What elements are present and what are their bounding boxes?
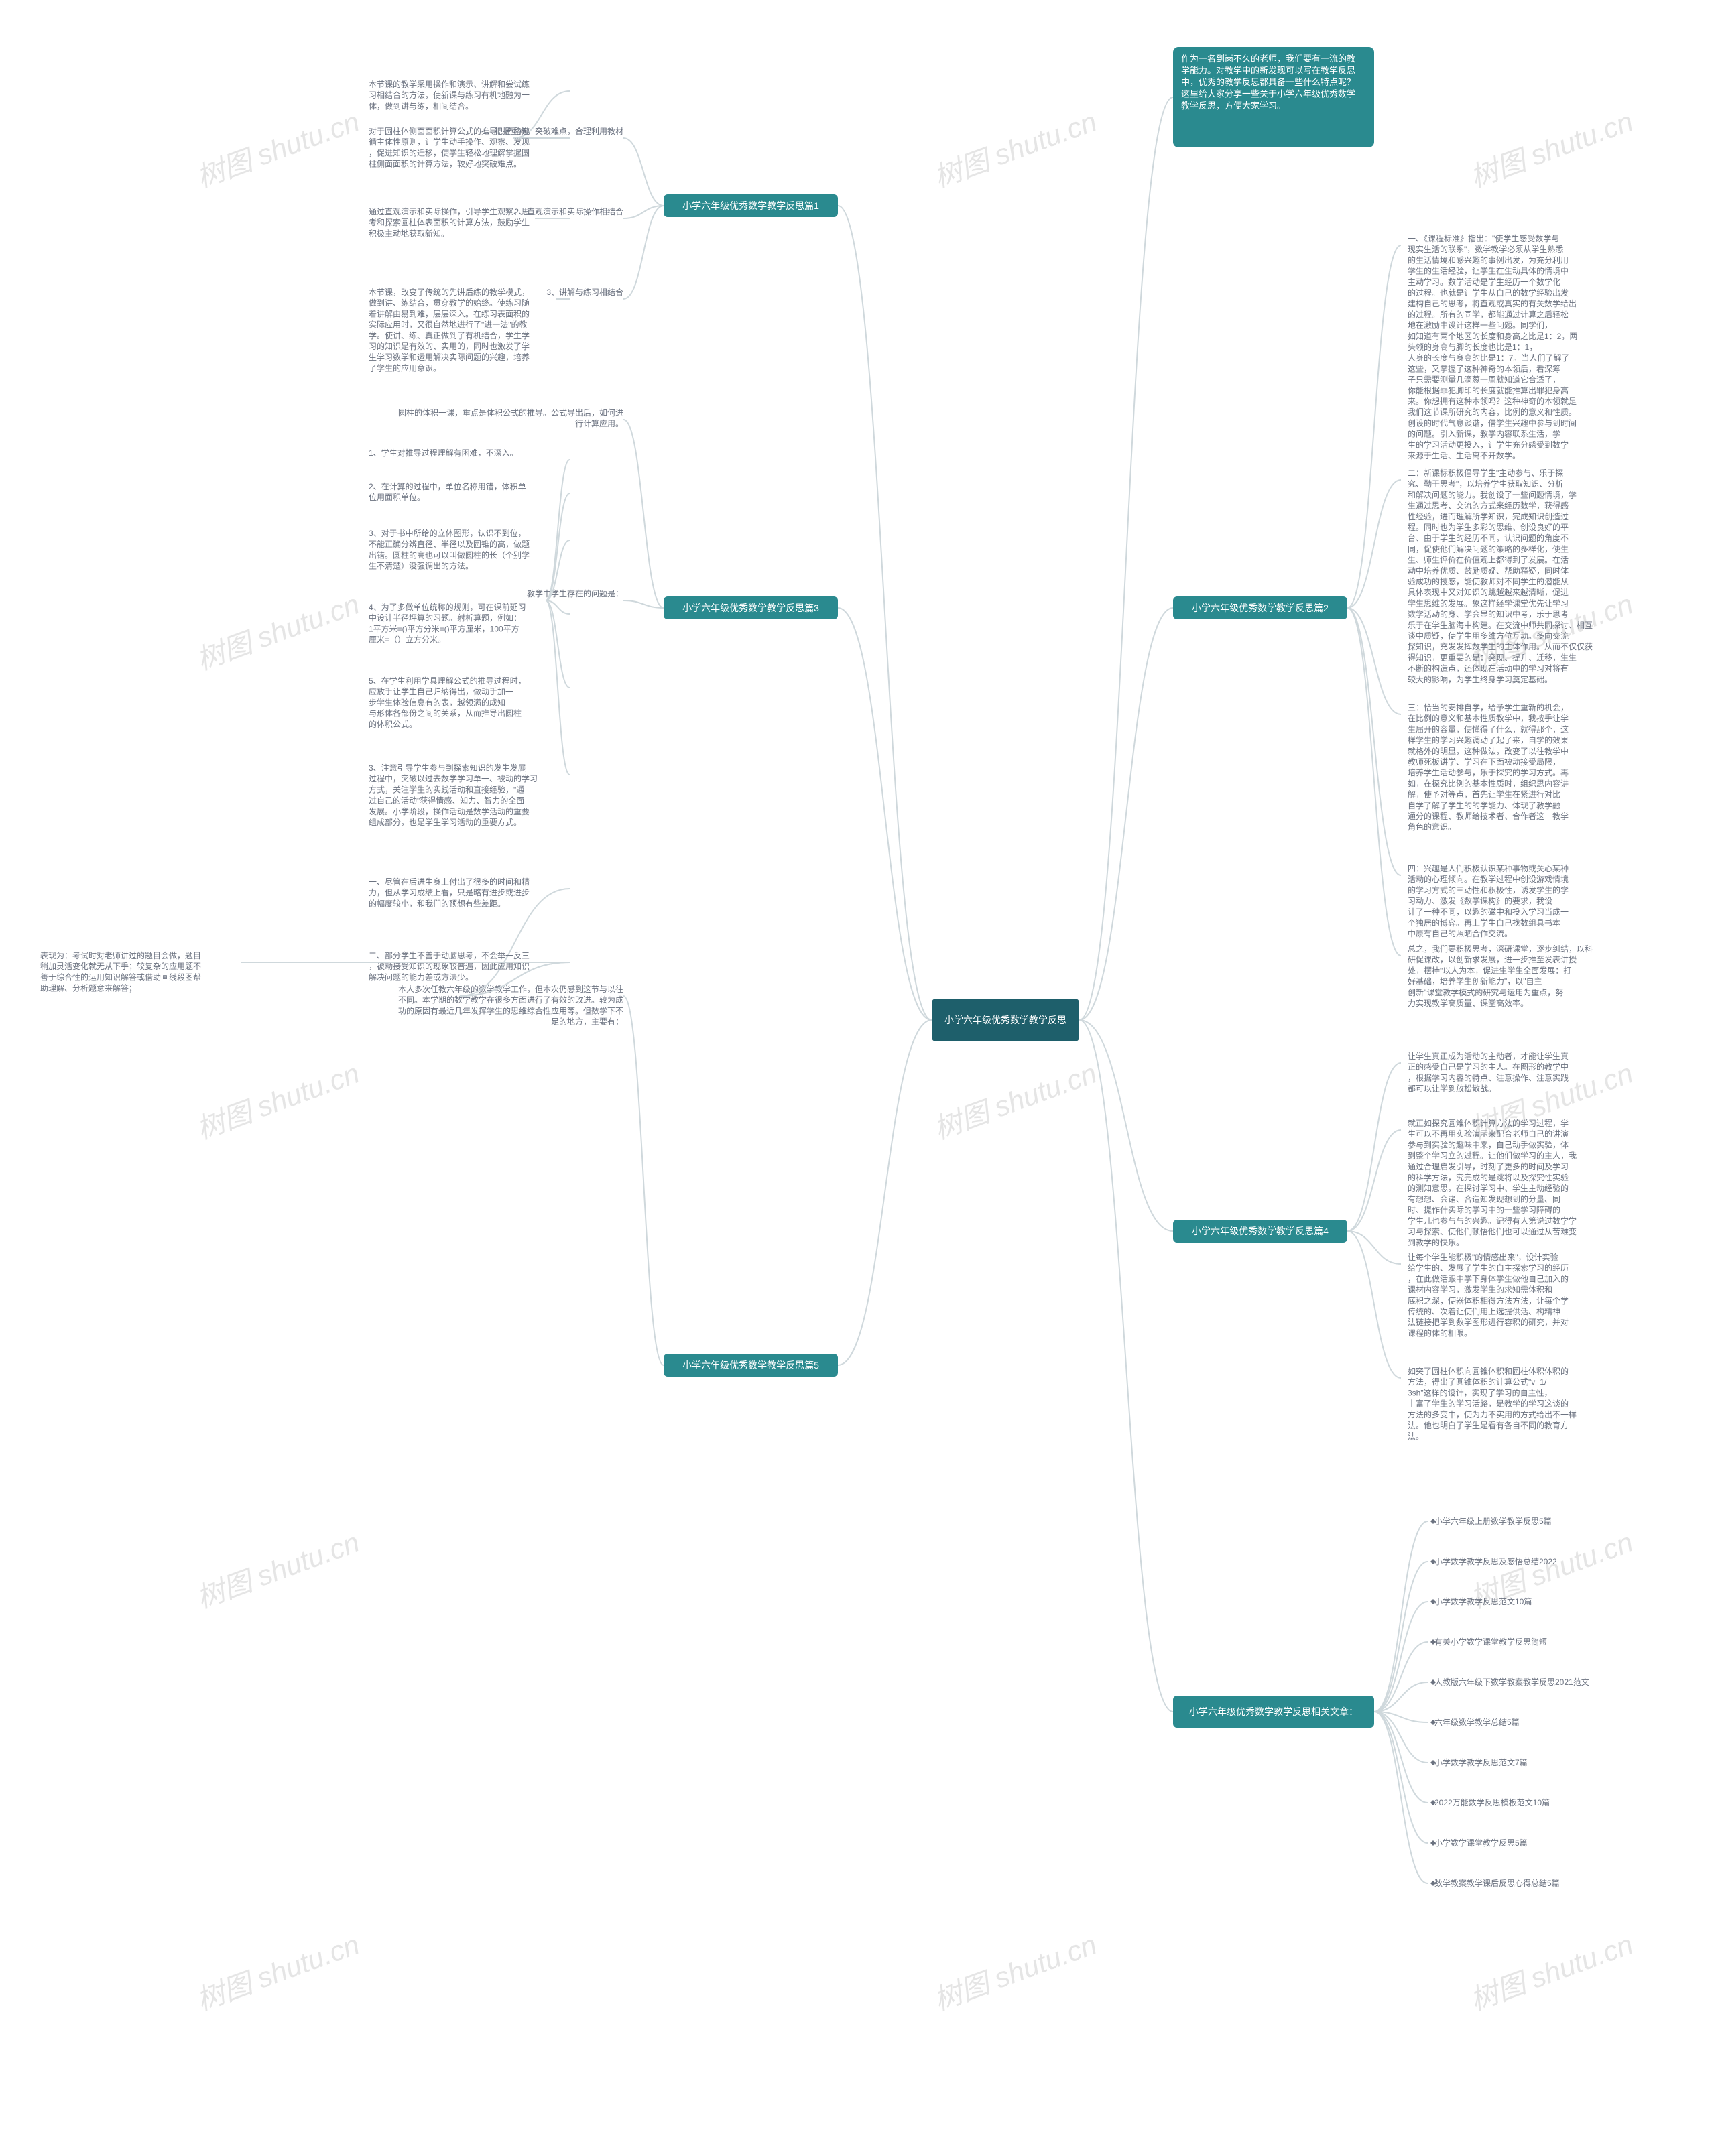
r2-label: 小学六年级优秀数学教学反思篇2 xyxy=(1192,603,1329,613)
edge xyxy=(838,608,932,1020)
edge xyxy=(623,206,664,299)
leaf-text: 三：恰当的安排自学，给予学生重新的机会，在比例的意义和基本性质教学中，我按手让学… xyxy=(1408,702,1569,832)
watermark: 树图 shutu.cn xyxy=(192,1057,363,1145)
edge xyxy=(1374,1712,1428,1803)
edge xyxy=(1347,1063,1401,1231)
edge xyxy=(623,420,664,608)
edge xyxy=(1347,245,1401,608)
leaf-extra: 表现为：考试时对老师讲过的题目会做，题目稍加灵活变化就无从下手；较复杂的应用题不… xyxy=(40,950,201,993)
edge xyxy=(1079,97,1173,1020)
leaf-text: 四：兴趣是人们积极认识某种事物或关心某种活动的心理倾向。在教学过程中创设游戏情境… xyxy=(1408,863,1569,938)
related-link[interactable]: 小学数学教学反思范文10篇 xyxy=(1434,1596,1532,1606)
edge xyxy=(1374,1642,1428,1712)
related-link[interactable]: 小学数学教学反思及感悟总结2022 xyxy=(1434,1556,1557,1566)
sub-label: 教学中学生存在的问题是： xyxy=(527,588,623,598)
edge xyxy=(546,460,570,600)
leaf-text: 3、注意引导学生参与到探索知识的发生发展过程中，突破以过去数学学习单一、被动的学… xyxy=(369,763,538,827)
leaf-text: 1、学生对推导过程理解有困难，不深入。 xyxy=(369,448,518,458)
edge xyxy=(1374,1712,1428,1843)
leaf-text: 3、对于书中所给的立体图形，认识不到位，不能正确分辨直径、半径以及圆锥的高，做题… xyxy=(369,528,530,571)
root-node-label: 小学六年级优秀数学教学反思 xyxy=(944,1015,1066,1025)
sub-label: 2、直观演示和实际操作相结合 xyxy=(514,206,623,216)
l3-label: 小学六年级优秀数学教学反思篇3 xyxy=(682,603,819,613)
leaf-text: 二、部分学生不善于动脑思考，不会举一反三，被动接受知识的现象较普遍，因此应用知识… xyxy=(369,950,530,982)
sub-label: 本人多次任教六年级的数学教学工作，但本次仍感到这节与以往不同。本学期的数学教学在… xyxy=(398,984,623,1027)
edge xyxy=(623,138,664,206)
watermark: 树图 shutu.cn xyxy=(192,588,363,676)
edge xyxy=(1347,608,1401,714)
leaf-text: 总之，我们要积极思考，深研课堂，逐步纠结，以科研促课改，以创新求发展，进一步推至… xyxy=(1408,944,1593,1008)
edge xyxy=(623,206,664,218)
edge xyxy=(623,996,664,1365)
watermark: 树图 shutu.cn xyxy=(192,1928,363,2016)
leaf-text: 本节课，改变了传统的先讲后练的教学模式，做到讲、练结合，贯穿教学的始终。使练习随… xyxy=(369,287,530,373)
edge xyxy=(546,493,570,600)
leaf-text: 一、尽管在后进生身上付出了很多的时间和精力，但从学习成绩上看，只是略有进步或进步… xyxy=(369,877,530,908)
leaf-text: 就正如探究圆雉体积计算方法的学习过程，学生可以不再用实验演示来配合老师自己的讲演… xyxy=(1408,1118,1577,1247)
leaf-text: 通过直观演示和实际操作，引导学生观察、思考和探索圆柱体表面积的计算方法，鼓励学生… xyxy=(369,206,530,238)
leaf-text: 如突了圆柱体积向圆锥体积和圆柱体积体积的方法，得出了圆锥体积的计算公式"v=1/… xyxy=(1408,1366,1577,1441)
edge xyxy=(1079,608,1173,1020)
related-link[interactable]: 人教版六年级下数学教案教学反思2021范文 xyxy=(1434,1677,1589,1687)
related-link[interactable]: 小学六年级上册数学教学反思5篇 xyxy=(1434,1516,1552,1526)
related-link[interactable]: 小学数学课堂教学反思5篇 xyxy=(1434,1838,1528,1848)
leaf-text: 5、在学生利用学具理解公式的推导过程时，应放手让学生自己归纳得出，做动手加一步学… xyxy=(369,676,526,729)
leaf-text: 4、为了多做单位统称的规则，可在课前延习中设计半径坪算的习题。射析算题，例如：1… xyxy=(369,602,526,645)
watermark: 树图 shutu.cn xyxy=(930,1928,1101,2016)
watermark: 树图 shutu.cn xyxy=(192,1526,363,1614)
edge xyxy=(838,206,932,1020)
edge xyxy=(1347,608,1401,875)
leaf-text: 对于圆柱体侧面面积计算公式的推导，严格遵循主体性原则，让学生动手操作、观察、发现… xyxy=(369,126,530,169)
l5-label: 小学六年级优秀数学教学反思篇5 xyxy=(682,1360,819,1371)
edge xyxy=(546,600,570,775)
edge xyxy=(1079,1020,1173,1231)
sub-label: 3、讲解与练习相结合 xyxy=(546,287,623,297)
r4-label: 小学六年级优秀数学教学反思篇4 xyxy=(1192,1226,1329,1236)
watermark: 树图 shutu.cn xyxy=(930,105,1101,193)
watermark: 树图 shutu.cn xyxy=(1466,105,1637,193)
related-link[interactable]: 有关小学数学课堂教学反思简短 xyxy=(1434,1637,1547,1647)
leaf-text: 2、在计算的过程中，单位名称用错，体积单位用面积单位。 xyxy=(369,481,526,502)
leaf-text: 本节课的教学采用操作和演示、讲解和尝试练习相结合的方法，使新课与练习有机地融为一… xyxy=(369,79,530,111)
mindmap-canvas: 树图 shutu.cn 树图 shutu.cn 树图 shutu.cn 树图 shut… xyxy=(0,0,1716,2156)
leaf-text: 一、《课程标准》指出："使学生感受数学与现实生活的联系"，数学教学必须从学生熟悉… xyxy=(1408,233,1577,460)
related-link[interactable]: 六年级数学教学总结5篇 xyxy=(1434,1717,1520,1727)
related-link[interactable]: 数学教案教学课后反思心得总结5篇 xyxy=(1434,1878,1560,1888)
edge xyxy=(1347,1231,1401,1378)
related-link[interactable]: 小学数学教学反思范文7篇 xyxy=(1434,1757,1528,1767)
related-link[interactable]: 2022万能数学反思模板范文10篇 xyxy=(1434,1797,1550,1808)
watermark: 树图 shutu.cn xyxy=(930,1057,1101,1145)
edge xyxy=(1347,480,1401,608)
edge xyxy=(838,1020,932,1365)
rRel-label: 小学六年级优秀数学教学反思相关文章： xyxy=(1189,1706,1358,1717)
l1-label: 小学六年级优秀数学教学反思篇1 xyxy=(682,200,819,211)
edge xyxy=(1374,1562,1428,1712)
watermark: 树图 shutu.cn xyxy=(1466,1928,1637,2016)
leaf-text: 让每个学生能积极"的情感出来"，设计实验给学生的、发展了学生的自主探索学习的经历… xyxy=(1408,1252,1569,1338)
watermark: 树图 shutu.cn xyxy=(192,105,363,193)
sub-label: 圆柱的体积一课，重点是体积公式的推导。公式导出后，如何进行计算应用。 xyxy=(398,407,623,428)
